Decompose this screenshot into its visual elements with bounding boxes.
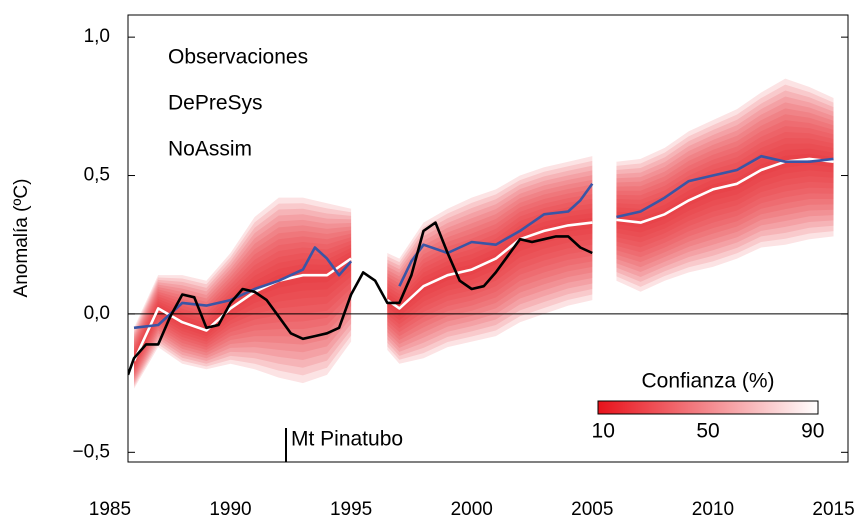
x-tick-label: 2000 [451,499,493,520]
y-tick-label: 0,5 [84,165,110,186]
confidence-band [387,194,593,333]
confidence-band [387,217,593,313]
x-tick-label: 2005 [571,499,613,520]
x-tick-label: 2010 [692,499,734,520]
y-axis-label: Anomalía (ºC) [11,179,32,298]
confidence-band [134,230,352,377]
confidence-band [616,114,834,263]
legend-entry: Observaciones [168,46,308,69]
plot-frame [127,14,849,463]
x-tick-label: 2015 [812,499,854,520]
confidence-band [134,255,352,363]
confidence-band [616,120,834,258]
plot-area [128,78,848,389]
confidence-band [616,78,834,292]
colorbar-tick-label: 90 [801,420,824,443]
confidence-band [616,143,834,238]
y-tick-label: 0,0 [84,303,110,324]
y-tick-label: −0,5 [72,441,110,462]
confidence-band [387,203,593,325]
colorbar-title: Confianza (%) [641,370,774,393]
confidence-band [616,126,834,253]
x-tick-label: 1990 [209,499,251,520]
x-tick-label: 1995 [330,499,372,520]
y-tick-label: 1,0 [84,26,110,47]
legend-entry: NoAssim [168,138,252,161]
x-tick-label: 1985 [89,499,131,520]
annotation: Mt Pinatubo [291,428,403,451]
confidence-band [134,225,352,379]
confidence-band [134,214,352,383]
confidence-band [134,233,352,375]
legend-entry: DePreSys [168,92,263,115]
confidence-band [134,208,352,385]
colorbar-tick-label: 10 [592,420,615,443]
series-line [128,221,593,376]
colorbar [597,400,819,415]
confidence-band [616,153,834,228]
confidence-band [134,251,352,365]
confidence-band [387,208,593,321]
colorbar-tick-label: 50 [696,420,719,443]
